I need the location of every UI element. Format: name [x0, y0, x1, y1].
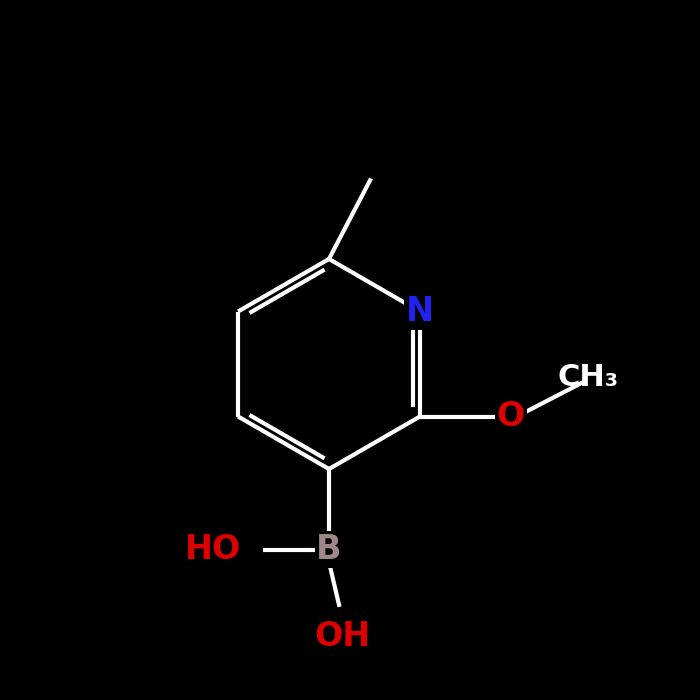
Text: N: N: [406, 295, 434, 328]
Text: O: O: [497, 400, 525, 433]
Text: HO: HO: [186, 533, 241, 566]
Text: CH₃: CH₃: [557, 363, 619, 393]
Text: B: B: [316, 533, 342, 566]
Text: OH: OH: [315, 620, 371, 652]
